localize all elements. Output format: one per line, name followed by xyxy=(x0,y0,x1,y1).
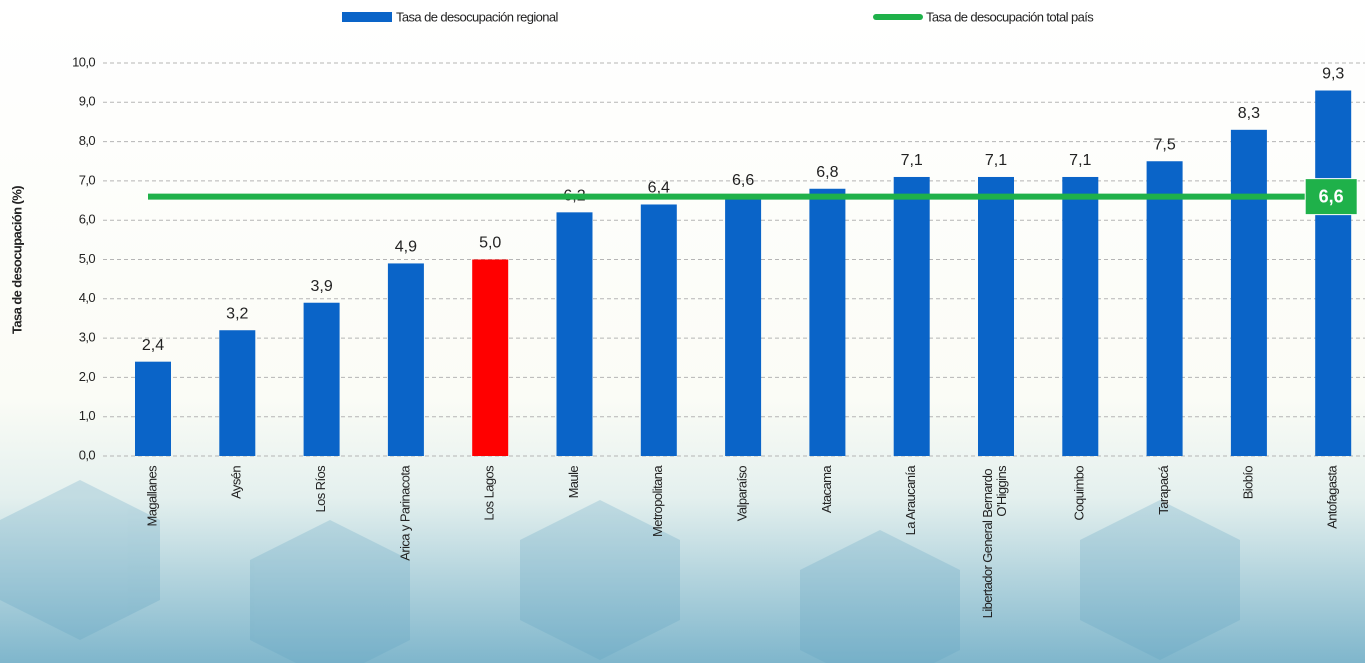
y-tick-label: 1,0 xyxy=(79,408,96,423)
bar xyxy=(556,212,593,456)
bar xyxy=(893,176,930,456)
legend-swatch xyxy=(342,12,392,22)
data-label: 7,1 xyxy=(985,152,1007,169)
bar xyxy=(809,188,846,456)
bar xyxy=(303,302,340,456)
x-tick-label: La Araucanía xyxy=(903,465,918,536)
bar xyxy=(219,330,256,456)
data-label: 6,8 xyxy=(816,164,838,181)
y-tick-label: 0,0 xyxy=(79,447,96,462)
y-tick-label: 7,0 xyxy=(79,172,96,187)
x-tick-label: Tarapacá xyxy=(1156,465,1171,515)
hex-decoration xyxy=(0,480,1240,663)
x-tick-label: Libertador General Bernardo O'Higgins xyxy=(980,465,1009,618)
bar xyxy=(472,259,509,456)
y-tick-label: 3,0 xyxy=(79,330,96,345)
reference-label-box xyxy=(1304,178,1358,216)
x-tick-label: Biobío xyxy=(1240,466,1255,500)
bar xyxy=(1230,129,1267,456)
data-label: 8,3 xyxy=(1238,105,1260,122)
bar xyxy=(1146,161,1183,456)
x-tick-label: Atacama xyxy=(819,465,834,513)
bar xyxy=(640,204,677,456)
y-tick-label: 2,0 xyxy=(79,369,96,384)
data-label: 3,2 xyxy=(226,305,248,322)
y-tick-label: 9,0 xyxy=(79,94,96,109)
legend-label: Tasa de desocupación regional xyxy=(396,9,559,24)
x-tick-label: Metropolitana xyxy=(650,465,665,537)
x-tick-label: Magallanes xyxy=(144,465,159,527)
reference-label: 6,6 xyxy=(1319,186,1344,206)
data-label: 7,1 xyxy=(1069,152,1091,169)
x-tick-label: Aysén xyxy=(229,466,244,499)
x-tick-label: Arica y Parinacota xyxy=(397,465,412,561)
x-tick-label-line: O'Higgins xyxy=(995,465,1010,517)
y-tick-label: 10,0 xyxy=(72,54,95,69)
data-label: 2,4 xyxy=(142,337,164,354)
data-label: 6,6 xyxy=(732,172,754,189)
data-label: 7,1 xyxy=(901,152,923,169)
data-label: 4,9 xyxy=(395,239,417,256)
y-tick-label: 5,0 xyxy=(79,251,96,266)
data-label: 7,5 xyxy=(1153,136,1175,153)
data-label: 5,0 xyxy=(479,235,501,252)
legend-label: Tasa de desocupación total país xyxy=(926,9,1094,24)
bar xyxy=(135,361,171,456)
bar xyxy=(725,196,762,456)
x-tick-label: Maule xyxy=(566,466,581,499)
y-axis-label: Tasa de desocupación (%) xyxy=(9,186,24,334)
y-tick-label: 4,0 xyxy=(79,290,96,305)
x-tick-label: Los Lagos xyxy=(482,465,497,521)
data-label: 3,9 xyxy=(310,278,332,295)
data-label: 6,4 xyxy=(648,180,670,197)
data-label: 9,3 xyxy=(1322,66,1344,83)
bar xyxy=(1062,176,1099,456)
x-tick-label: Coquimbo xyxy=(1072,466,1087,521)
x-tick-label: Antofagasta xyxy=(1325,465,1340,529)
bar xyxy=(1315,90,1352,456)
x-tick-label-line: Libertador General Bernardo xyxy=(980,466,995,618)
x-tick-label: Los Ríos xyxy=(313,465,328,513)
x-tick-label: Valparaíso xyxy=(735,466,750,522)
y-tick-label: 8,0 xyxy=(79,133,96,148)
y-tick-label: 6,0 xyxy=(79,212,96,227)
bar xyxy=(978,176,1014,456)
bar xyxy=(387,263,424,456)
